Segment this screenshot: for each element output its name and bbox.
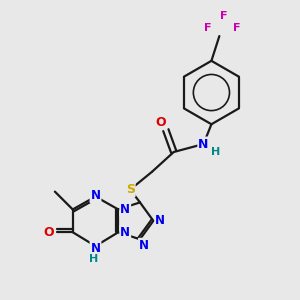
- Text: N: N: [120, 203, 130, 216]
- Text: N: N: [120, 226, 130, 239]
- Text: O: O: [44, 226, 54, 239]
- Text: N: N: [91, 189, 100, 202]
- Text: H: H: [211, 147, 220, 157]
- Text: F: F: [233, 23, 241, 33]
- Text: N: N: [155, 214, 165, 227]
- Text: F: F: [220, 11, 227, 21]
- Text: S: S: [126, 183, 135, 196]
- Text: H: H: [89, 254, 98, 264]
- Text: O: O: [156, 116, 166, 129]
- Text: N: N: [91, 242, 100, 255]
- Text: F: F: [204, 23, 211, 33]
- Text: N: N: [198, 138, 209, 151]
- Text: N: N: [139, 239, 149, 252]
